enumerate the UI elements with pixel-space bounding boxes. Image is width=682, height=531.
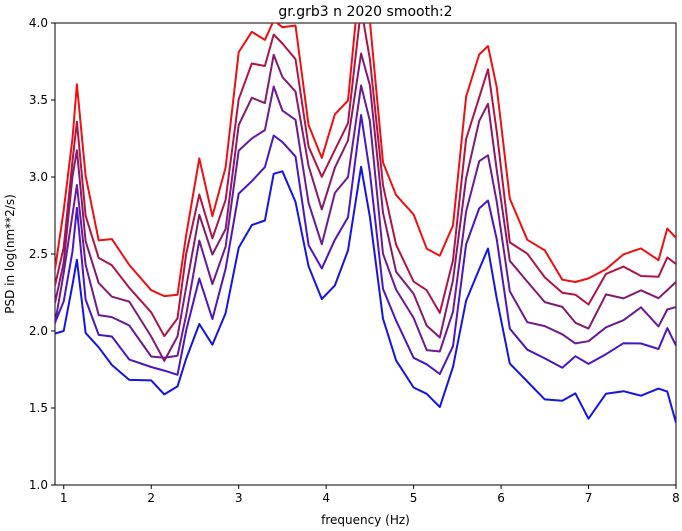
y-tick-label: 1.0 [29,478,48,492]
series-line-3 [55,52,676,362]
series-line-6 [55,165,676,423]
x-tick-label: 2 [147,491,155,505]
x-tick-label: 5 [410,491,418,505]
y-tick-label: 3.5 [29,93,48,107]
y-tick-label: 3.0 [29,170,48,184]
chart-title: gr.grb3 n 2020 smooth:2 [278,4,452,20]
series-layer [55,23,676,423]
y-tick-label: 1.5 [29,401,48,415]
x-tick-label: 1 [60,491,68,505]
y-tick-label: 2.5 [29,247,48,261]
y-tick-label: 2.0 [29,324,48,338]
x-tick-label: 7 [585,491,593,505]
x-tick-label: 6 [497,491,505,505]
x-axis-label: frequency (Hz) [321,513,410,527]
x-tick-label: 3 [235,491,243,505]
x-tick-label: 8 [672,491,680,505]
y-axis-label: PSD in log(nm**2/s) [3,194,17,314]
x-tick-label: 4 [322,491,330,505]
series-line-1 [55,23,676,298]
y-tick-label: 4.0 [29,16,48,30]
tick-layer: 1 2 3 4 5 6 7 8 1.0 1.5 2.0 2.5 3.0 3.5 4.0 [29,16,680,505]
plot-area [54,22,677,486]
series-line-5 [55,114,676,376]
series-line-4 [55,84,676,359]
series-line-2 [55,23,676,338]
